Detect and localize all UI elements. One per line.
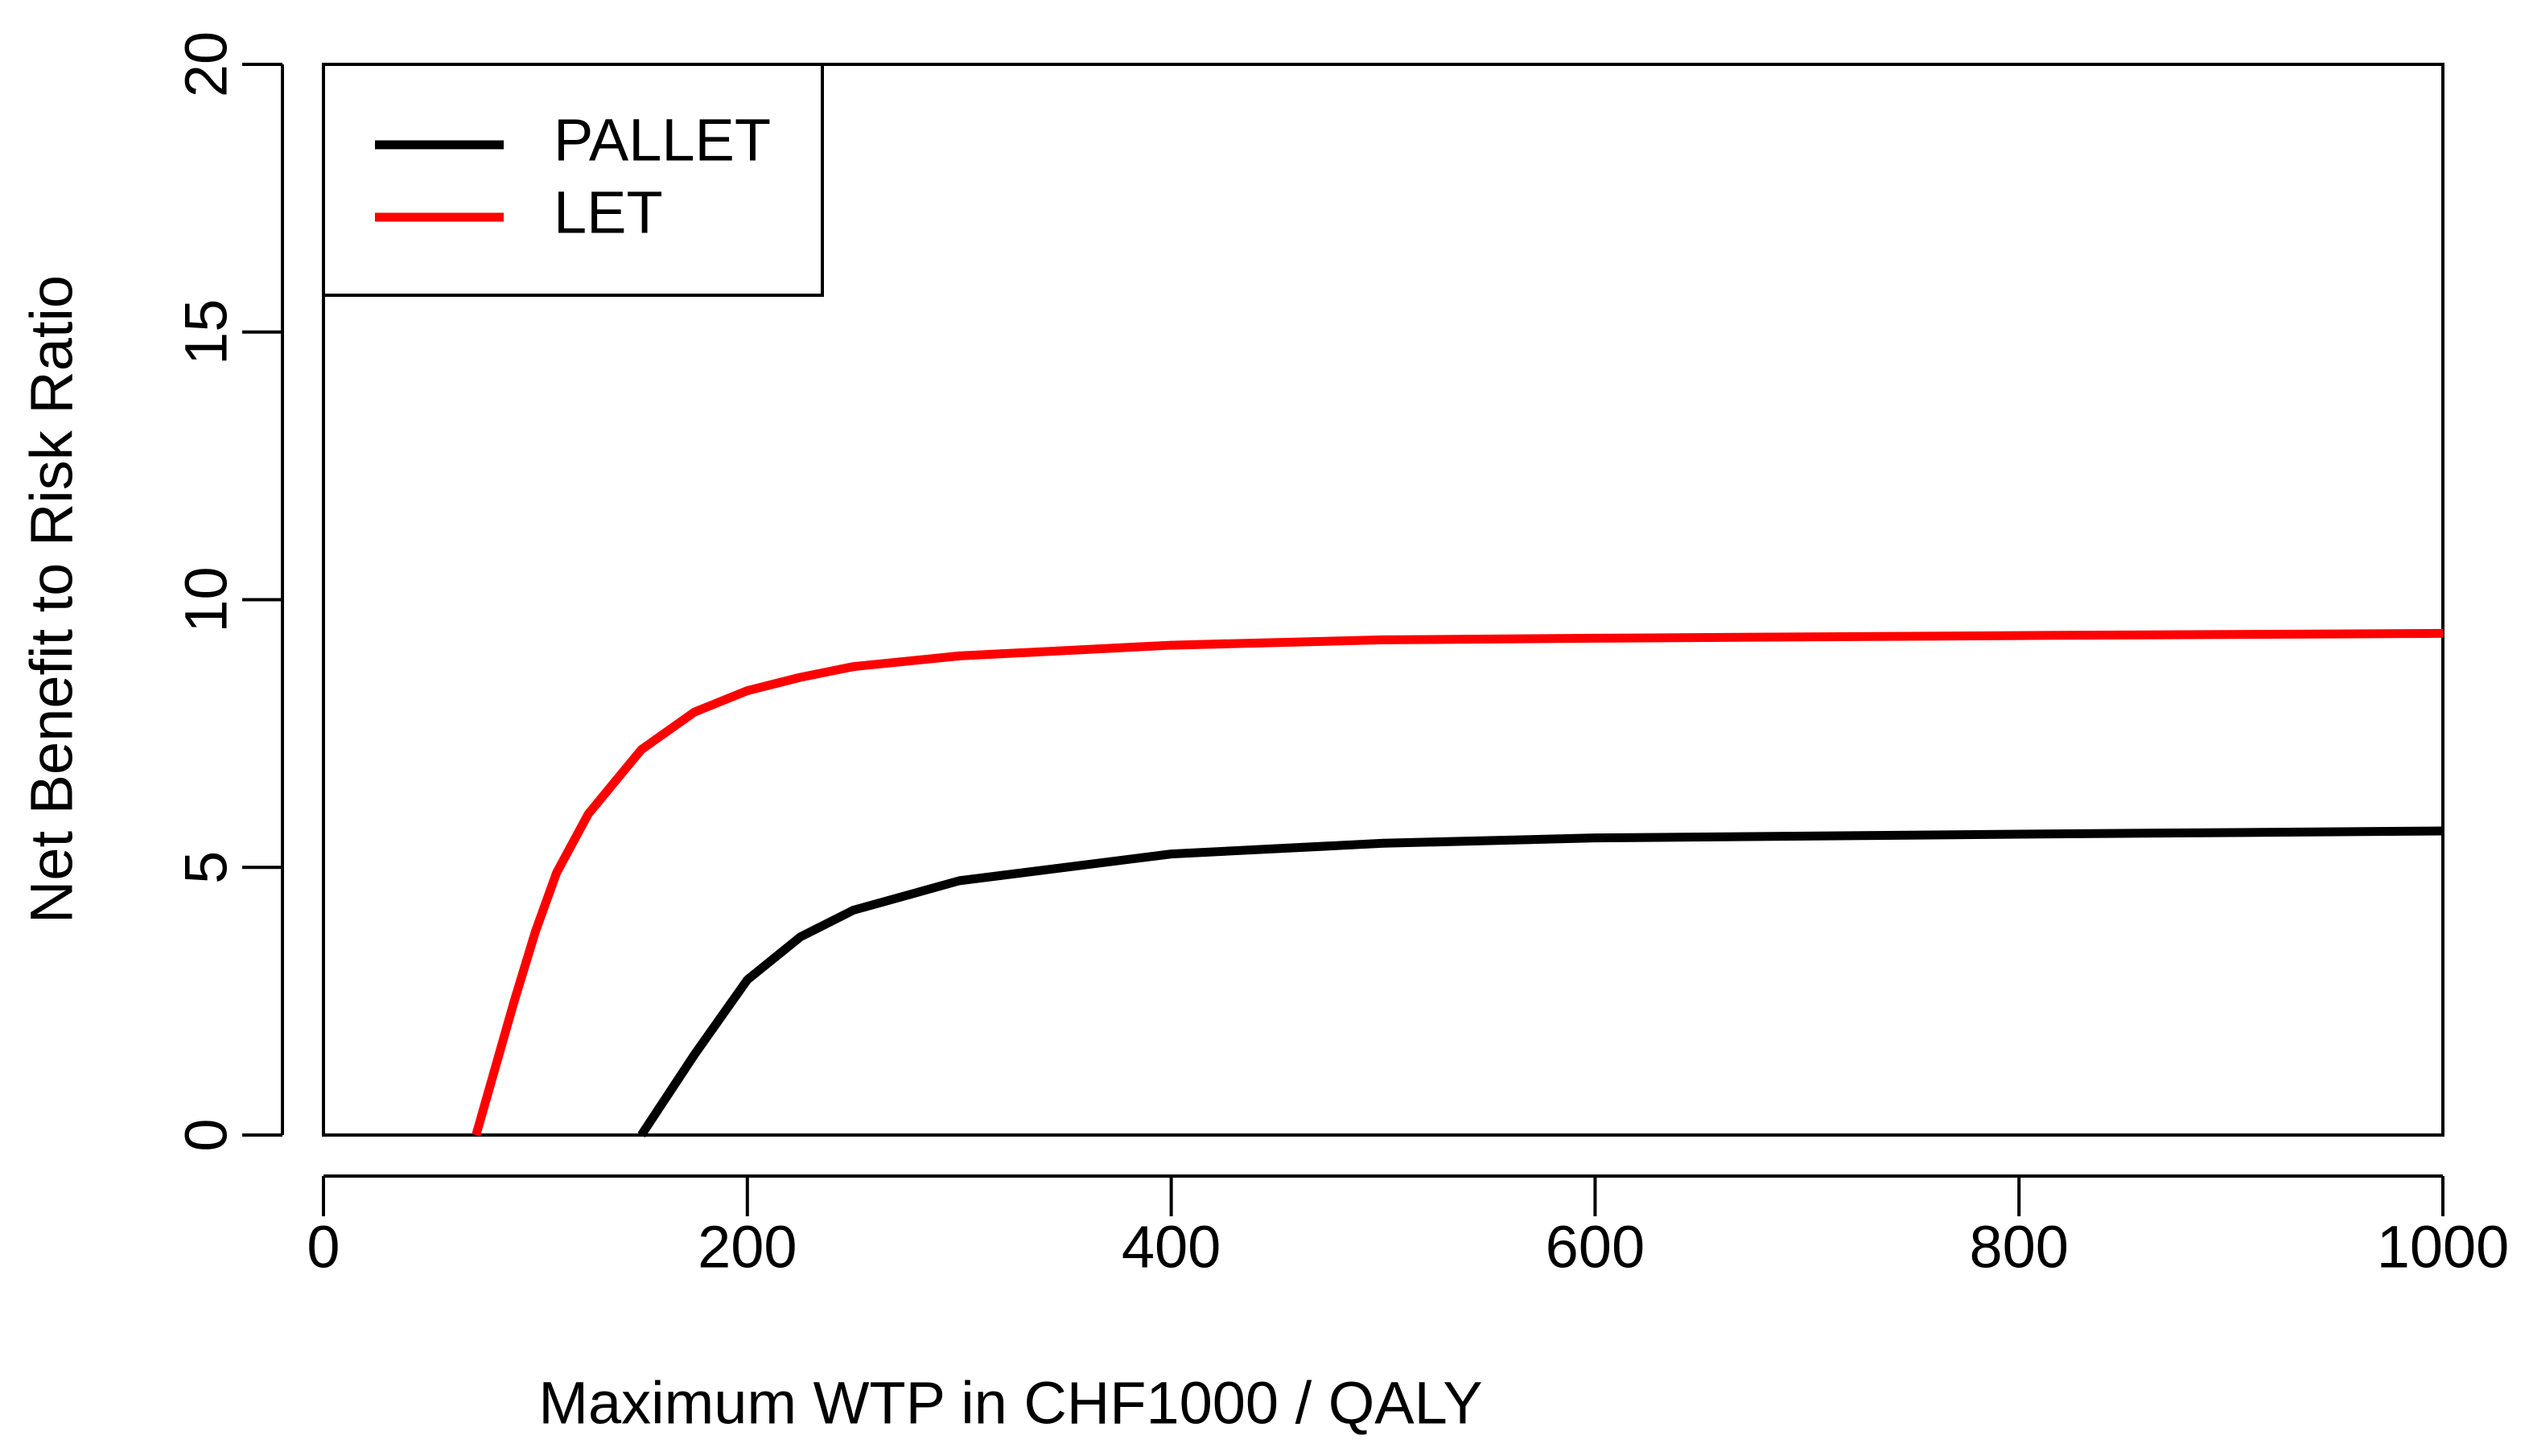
y-tick-label: 0 <box>173 1118 240 1151</box>
plot-frame <box>322 63 2444 1137</box>
x-tick-label: 1000 <box>2377 1214 2510 1281</box>
legend-label: PALLET <box>554 107 771 174</box>
y-tick-label: 20 <box>173 31 240 97</box>
x-tick-label: 0 <box>307 1214 340 1281</box>
y-tick-label: 10 <box>173 566 240 632</box>
x-tick-label: 400 <box>1122 1214 1221 1281</box>
legend-box <box>322 63 824 297</box>
y-tick-label: 15 <box>173 299 240 365</box>
x-tick-label: 200 <box>698 1214 797 1281</box>
y-axis-title: Net Benefit to Risk Ratio <box>19 275 85 923</box>
x-tick-label: 800 <box>1969 1214 2068 1281</box>
series-line <box>472 628 2444 1137</box>
x-tick-label: 600 <box>1546 1214 1645 1281</box>
series-line <box>637 826 2444 1138</box>
legend-label: LET <box>554 179 663 246</box>
y-tick-label: 5 <box>173 851 240 884</box>
x-axis-title: Maximum WTP in CHF1000 / QALY <box>538 1370 1482 1437</box>
